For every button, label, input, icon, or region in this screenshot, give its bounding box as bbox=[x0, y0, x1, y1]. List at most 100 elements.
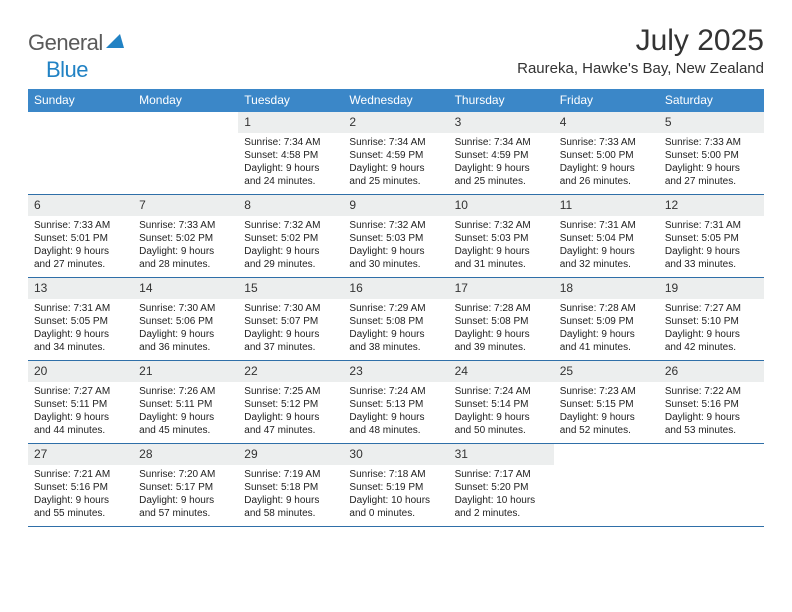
day-number: 26 bbox=[659, 361, 764, 382]
sunrise-line: Sunrise: 7:22 AM bbox=[665, 385, 758, 398]
dow-cell: Sunday bbox=[28, 89, 133, 112]
sunset-line: Sunset: 5:00 PM bbox=[665, 149, 758, 162]
day-cell: 14Sunrise: 7:30 AMSunset: 5:06 PMDayligh… bbox=[133, 278, 238, 360]
location-label: Raureka, Hawke's Bay, New Zealand bbox=[517, 60, 764, 77]
sunset-line: Sunset: 5:00 PM bbox=[560, 149, 653, 162]
daylight-line: Daylight: 9 hours and 50 minutes. bbox=[455, 411, 548, 437]
day-body bbox=[659, 465, 764, 474]
sunrise-line: Sunrise: 7:32 AM bbox=[455, 219, 548, 232]
sunset-line: Sunset: 5:14 PM bbox=[455, 398, 548, 411]
sunset-line: Sunset: 5:05 PM bbox=[34, 315, 127, 328]
sunrise-line: Sunrise: 7:28 AM bbox=[455, 302, 548, 315]
sunrise-line: Sunrise: 7:31 AM bbox=[560, 219, 653, 232]
day-cell: 1Sunrise: 7:34 AMSunset: 4:58 PMDaylight… bbox=[238, 112, 343, 194]
day-cell: 13Sunrise: 7:31 AMSunset: 5:05 PMDayligh… bbox=[28, 278, 133, 360]
day-number bbox=[554, 444, 659, 465]
dow-cell: Tuesday bbox=[238, 89, 343, 112]
day-body: Sunrise: 7:27 AMSunset: 5:11 PMDaylight:… bbox=[28, 382, 133, 443]
day-body: Sunrise: 7:34 AMSunset: 4:58 PMDaylight:… bbox=[238, 133, 343, 194]
sunrise-line: Sunrise: 7:31 AM bbox=[665, 219, 758, 232]
sunrise-line: Sunrise: 7:34 AM bbox=[349, 136, 442, 149]
day-cell: 7Sunrise: 7:33 AMSunset: 5:02 PMDaylight… bbox=[133, 195, 238, 277]
sunrise-line: Sunrise: 7:27 AM bbox=[34, 385, 127, 398]
sunset-line: Sunset: 4:59 PM bbox=[455, 149, 548, 162]
daylight-line: Daylight: 9 hours and 27 minutes. bbox=[665, 162, 758, 188]
sunrise-line: Sunrise: 7:32 AM bbox=[244, 219, 337, 232]
day-cell: 25Sunrise: 7:23 AMSunset: 5:15 PMDayligh… bbox=[554, 361, 659, 443]
day-cell: 17Sunrise: 7:28 AMSunset: 5:08 PMDayligh… bbox=[449, 278, 554, 360]
day-cell: 31Sunrise: 7:17 AMSunset: 5:20 PMDayligh… bbox=[449, 444, 554, 526]
empty-day-cell bbox=[28, 112, 133, 194]
dow-header-row: SundayMondayTuesdayWednesdayThursdayFrid… bbox=[28, 89, 764, 112]
day-cell: 27Sunrise: 7:21 AMSunset: 5:16 PMDayligh… bbox=[28, 444, 133, 526]
daylight-line: Daylight: 9 hours and 28 minutes. bbox=[139, 245, 232, 271]
daylight-line: Daylight: 9 hours and 57 minutes. bbox=[139, 494, 232, 520]
title-block: July 2025 Raureka, Hawke's Bay, New Zeal… bbox=[517, 24, 764, 77]
sunset-line: Sunset: 5:17 PM bbox=[139, 481, 232, 494]
sunset-line: Sunset: 5:02 PM bbox=[244, 232, 337, 245]
day-cell: 15Sunrise: 7:30 AMSunset: 5:07 PMDayligh… bbox=[238, 278, 343, 360]
day-number: 27 bbox=[28, 444, 133, 465]
week-row: 1Sunrise: 7:34 AMSunset: 4:58 PMDaylight… bbox=[28, 112, 764, 195]
brand-part1: General bbox=[28, 30, 103, 56]
empty-day-cell bbox=[554, 444, 659, 526]
day-body: Sunrise: 7:31 AMSunset: 5:05 PMDaylight:… bbox=[28, 299, 133, 360]
sunrise-line: Sunrise: 7:21 AM bbox=[34, 468, 127, 481]
day-body bbox=[554, 465, 659, 474]
daylight-line: Daylight: 9 hours and 26 minutes. bbox=[560, 162, 653, 188]
sunrise-line: Sunrise: 7:25 AM bbox=[244, 385, 337, 398]
dow-cell: Wednesday bbox=[343, 89, 448, 112]
sunrise-line: Sunrise: 7:33 AM bbox=[34, 219, 127, 232]
sunset-line: Sunset: 5:15 PM bbox=[560, 398, 653, 411]
sunset-line: Sunset: 5:01 PM bbox=[34, 232, 127, 245]
sunrise-line: Sunrise: 7:34 AM bbox=[455, 136, 548, 149]
daylight-line: Daylight: 9 hours and 58 minutes. bbox=[244, 494, 337, 520]
calendar-page: General July 2025 Raureka, Hawke's Bay, … bbox=[0, 0, 792, 547]
daylight-line: Daylight: 9 hours and 34 minutes. bbox=[34, 328, 127, 354]
sunset-line: Sunset: 5:13 PM bbox=[349, 398, 442, 411]
day-number: 13 bbox=[28, 278, 133, 299]
day-body: Sunrise: 7:17 AMSunset: 5:20 PMDaylight:… bbox=[449, 465, 554, 526]
sunrise-line: Sunrise: 7:32 AM bbox=[349, 219, 442, 232]
daylight-line: Daylight: 9 hours and 29 minutes. bbox=[244, 245, 337, 271]
daylight-line: Daylight: 9 hours and 39 minutes. bbox=[455, 328, 548, 354]
day-cell: 30Sunrise: 7:18 AMSunset: 5:19 PMDayligh… bbox=[343, 444, 448, 526]
day-body bbox=[28, 133, 133, 142]
daylight-line: Daylight: 9 hours and 47 minutes. bbox=[244, 411, 337, 437]
sunrise-line: Sunrise: 7:28 AM bbox=[560, 302, 653, 315]
sunset-line: Sunset: 5:11 PM bbox=[139, 398, 232, 411]
day-number: 20 bbox=[28, 361, 133, 382]
daylight-line: Daylight: 9 hours and 48 minutes. bbox=[349, 411, 442, 437]
day-number: 6 bbox=[28, 195, 133, 216]
daylight-line: Daylight: 10 hours and 2 minutes. bbox=[455, 494, 548, 520]
day-cell: 3Sunrise: 7:34 AMSunset: 4:59 PMDaylight… bbox=[449, 112, 554, 194]
empty-day-cell bbox=[659, 444, 764, 526]
day-body: Sunrise: 7:27 AMSunset: 5:10 PMDaylight:… bbox=[659, 299, 764, 360]
daylight-line: Daylight: 9 hours and 41 minutes. bbox=[560, 328, 653, 354]
day-number: 16 bbox=[343, 278, 448, 299]
sunrise-line: Sunrise: 7:19 AM bbox=[244, 468, 337, 481]
daylight-line: Daylight: 9 hours and 25 minutes. bbox=[349, 162, 442, 188]
daylight-line: Daylight: 9 hours and 55 minutes. bbox=[34, 494, 127, 520]
day-body: Sunrise: 7:23 AMSunset: 5:15 PMDaylight:… bbox=[554, 382, 659, 443]
daylight-line: Daylight: 9 hours and 52 minutes. bbox=[560, 411, 653, 437]
day-body: Sunrise: 7:33 AMSunset: 5:02 PMDaylight:… bbox=[133, 216, 238, 277]
day-cell: 2Sunrise: 7:34 AMSunset: 4:59 PMDaylight… bbox=[343, 112, 448, 194]
week-row: 13Sunrise: 7:31 AMSunset: 5:05 PMDayligh… bbox=[28, 278, 764, 361]
week-row: 20Sunrise: 7:27 AMSunset: 5:11 PMDayligh… bbox=[28, 361, 764, 444]
day-number bbox=[133, 112, 238, 133]
day-number: 11 bbox=[554, 195, 659, 216]
day-number: 29 bbox=[238, 444, 343, 465]
sunrise-line: Sunrise: 7:33 AM bbox=[665, 136, 758, 149]
day-body: Sunrise: 7:24 AMSunset: 5:14 PMDaylight:… bbox=[449, 382, 554, 443]
day-body: Sunrise: 7:24 AMSunset: 5:13 PMDaylight:… bbox=[343, 382, 448, 443]
daylight-line: Daylight: 9 hours and 32 minutes. bbox=[560, 245, 653, 271]
daylight-line: Daylight: 9 hours and 31 minutes. bbox=[455, 245, 548, 271]
sunset-line: Sunset: 5:20 PM bbox=[455, 481, 548, 494]
sunrise-line: Sunrise: 7:31 AM bbox=[34, 302, 127, 315]
day-cell: 10Sunrise: 7:32 AMSunset: 5:03 PMDayligh… bbox=[449, 195, 554, 277]
sunset-line: Sunset: 5:09 PM bbox=[560, 315, 653, 328]
daylight-line: Daylight: 9 hours and 45 minutes. bbox=[139, 411, 232, 437]
sunset-line: Sunset: 5:03 PM bbox=[349, 232, 442, 245]
sunrise-line: Sunrise: 7:17 AM bbox=[455, 468, 548, 481]
